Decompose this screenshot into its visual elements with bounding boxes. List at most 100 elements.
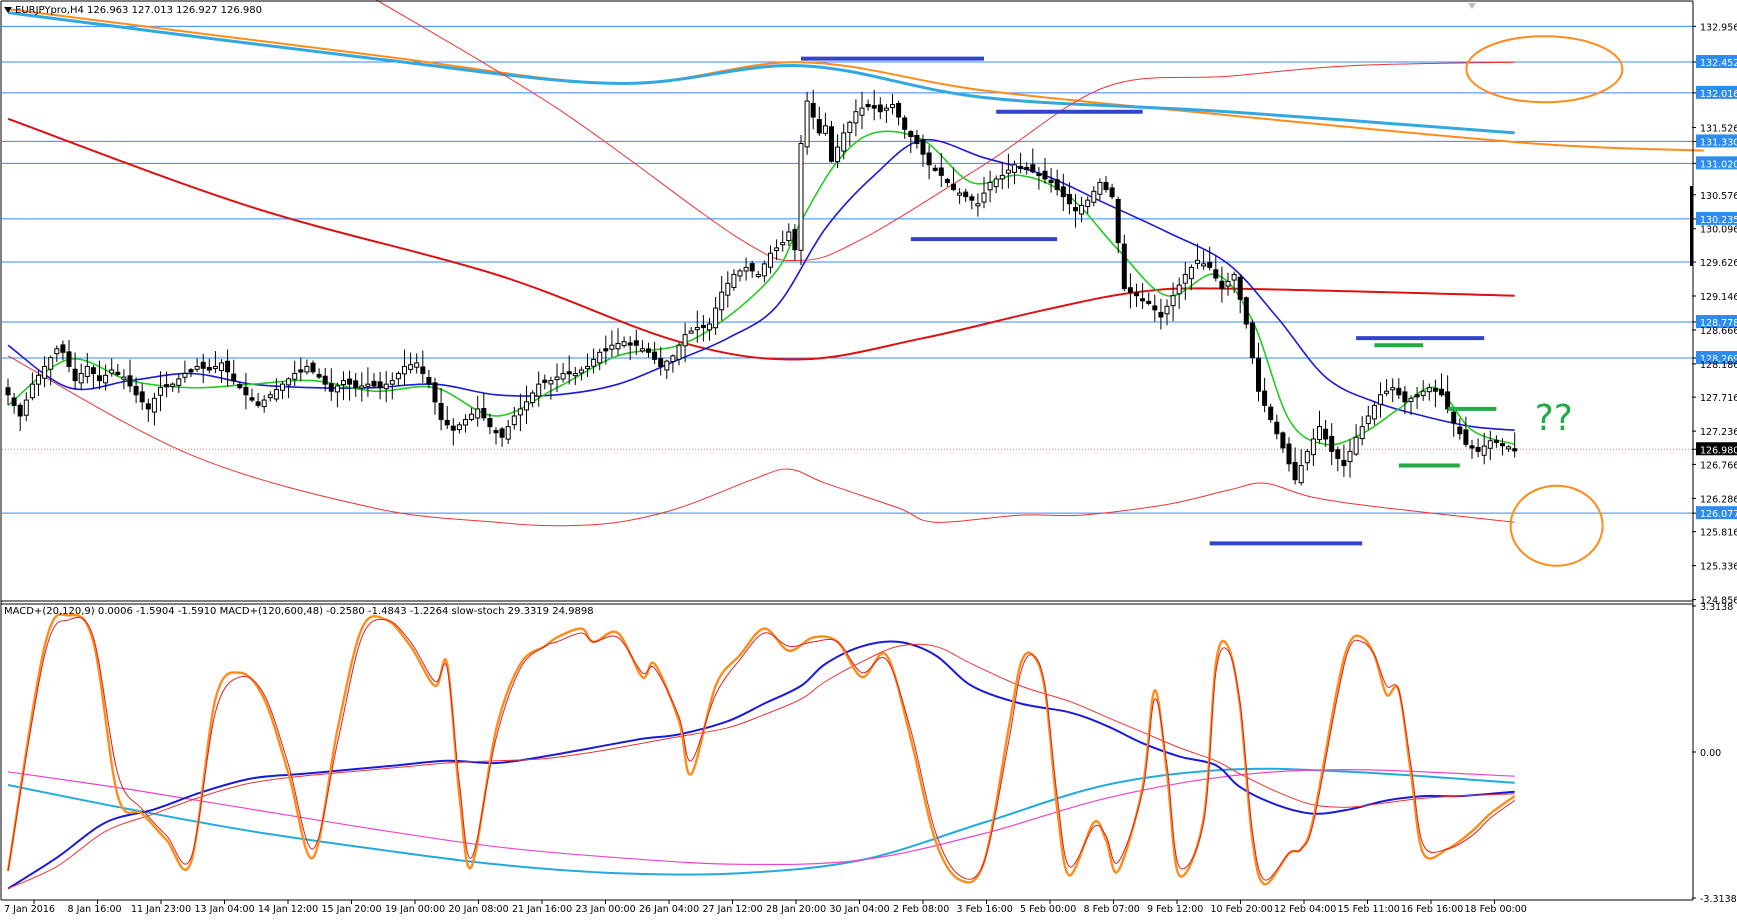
candle-bull: [591, 358, 597, 367]
menu-arrow-icon[interactable]: [4, 7, 12, 13]
candle-bull: [847, 121, 853, 134]
candlesticks: [5, 89, 1518, 486]
candle-bull: [1085, 199, 1091, 207]
candle-bull: [1195, 259, 1200, 264]
candle-bear: [1500, 443, 1505, 447]
candle-bear: [310, 362, 316, 373]
time-tick-label: 13 Jan 04:00: [195, 904, 255, 915]
candle-bear: [896, 103, 902, 118]
candle-bear: [1402, 391, 1408, 403]
candle-bull: [1317, 426, 1322, 441]
candle-bear: [816, 119, 822, 134]
candle-bear: [633, 340, 639, 346]
candle-bull: [853, 111, 859, 124]
candle-bull: [743, 266, 749, 272]
candle-bull: [1298, 465, 1304, 484]
candle-bull: [389, 380, 395, 385]
candle-bear: [829, 126, 834, 162]
candle-bear: [97, 375, 102, 382]
axis-scroll-marker: [1690, 186, 1693, 266]
horizontal-levels: [2, 25, 1692, 514]
candle-bear: [1432, 387, 1438, 392]
level-badge: [1696, 351, 1737, 365]
osc-tick-label: -3.3138: [1700, 894, 1737, 905]
price-axis: 132.956 132.452 132.016 131.526 131.330 131.0…: [1690, 22, 1737, 607]
candle-bear: [206, 366, 212, 371]
candle-bull: [676, 344, 682, 360]
candle-bull: [334, 385, 340, 393]
level-badge: [1696, 134, 1737, 148]
candle-bull: [713, 307, 719, 329]
candle-bear: [969, 196, 975, 201]
time-tick-label: 12 Feb 04:00: [1274, 904, 1336, 915]
candle-bear: [932, 167, 938, 171]
candle-bear: [145, 403, 151, 410]
candle-bear: [914, 134, 920, 145]
oscillator-axis: 3.3138 0.00 -3.3138: [1692, 602, 1737, 905]
candle-bull: [786, 231, 792, 242]
candle-bull: [219, 362, 224, 372]
candle-bull: [158, 387, 163, 396]
candle-bull: [841, 132, 847, 152]
candle-bull: [1231, 273, 1237, 281]
orange-circle-0: [1465, 35, 1624, 104]
scroll-marker-icon[interactable]: [1468, 3, 1476, 9]
candle-bull: [670, 355, 676, 363]
candle-bull: [78, 373, 84, 384]
candle-bull: [664, 360, 670, 371]
candle-bear: [1335, 449, 1341, 459]
candle-bull: [1481, 445, 1487, 456]
candle-bear: [249, 397, 255, 401]
envelope-lines: [7, 0, 1515, 527]
candle-bull: [957, 192, 963, 196]
candle-bear: [1127, 287, 1133, 293]
candle-bull: [182, 373, 188, 378]
candle-bull: [1201, 263, 1207, 267]
candle-bull: [1408, 397, 1414, 403]
candle-bull: [1164, 305, 1170, 315]
candle-bear: [1457, 426, 1463, 435]
candle-bear: [1134, 292, 1139, 297]
osc-tick-label: 3.3138: [1700, 602, 1733, 613]
candle-bear: [139, 391, 145, 403]
candle-bull: [1176, 284, 1182, 295]
candle-bear: [17, 404, 23, 417]
candle-bear: [371, 380, 377, 387]
macd-fast-main-line: [7, 640, 1515, 890]
candle-bear: [66, 351, 72, 367]
level-badge: [1696, 315, 1737, 329]
candle-bear: [1073, 207, 1078, 212]
candle-bull: [1390, 387, 1396, 391]
candle-bull: [29, 383, 35, 399]
candle-bull: [1005, 169, 1011, 174]
candle-bull: [42, 365, 48, 379]
candle-bull: [572, 373, 578, 377]
candle-bull: [1378, 394, 1383, 405]
candle-bear: [188, 369, 194, 373]
price-tick-label: 130.096: [1700, 225, 1737, 236]
candle-bear: [792, 229, 798, 251]
indicator-header: MACD+(20,120,9) 0.0006 -1.5904 -1.5910 M…: [4, 606, 594, 617]
candle-bull: [383, 383, 389, 390]
candle-bull: [261, 399, 267, 408]
time-tick-label: 18 Feb 00:00: [1465, 904, 1527, 915]
candle-bull: [109, 369, 115, 374]
candle-bull: [999, 174, 1005, 180]
time-tick-label: 28 Jan 20:00: [766, 904, 826, 915]
candle-bear: [1493, 439, 1499, 444]
candle-bull: [1347, 450, 1353, 463]
time-tick-label: 5 Feb 00:00: [1020, 904, 1076, 915]
candle-bull: [54, 348, 60, 355]
candle-bull: [774, 247, 780, 252]
candle-bear: [1274, 421, 1280, 435]
candle-bear: [1207, 261, 1213, 268]
question-marks-label: ??: [1535, 398, 1573, 439]
candle-bull: [1359, 426, 1365, 440]
annotations: ??: [801, 35, 1624, 567]
candle-bear: [1280, 432, 1286, 449]
candle-bear: [1042, 170, 1048, 180]
candle-bear: [908, 131, 914, 137]
candle-bull: [103, 374, 109, 384]
